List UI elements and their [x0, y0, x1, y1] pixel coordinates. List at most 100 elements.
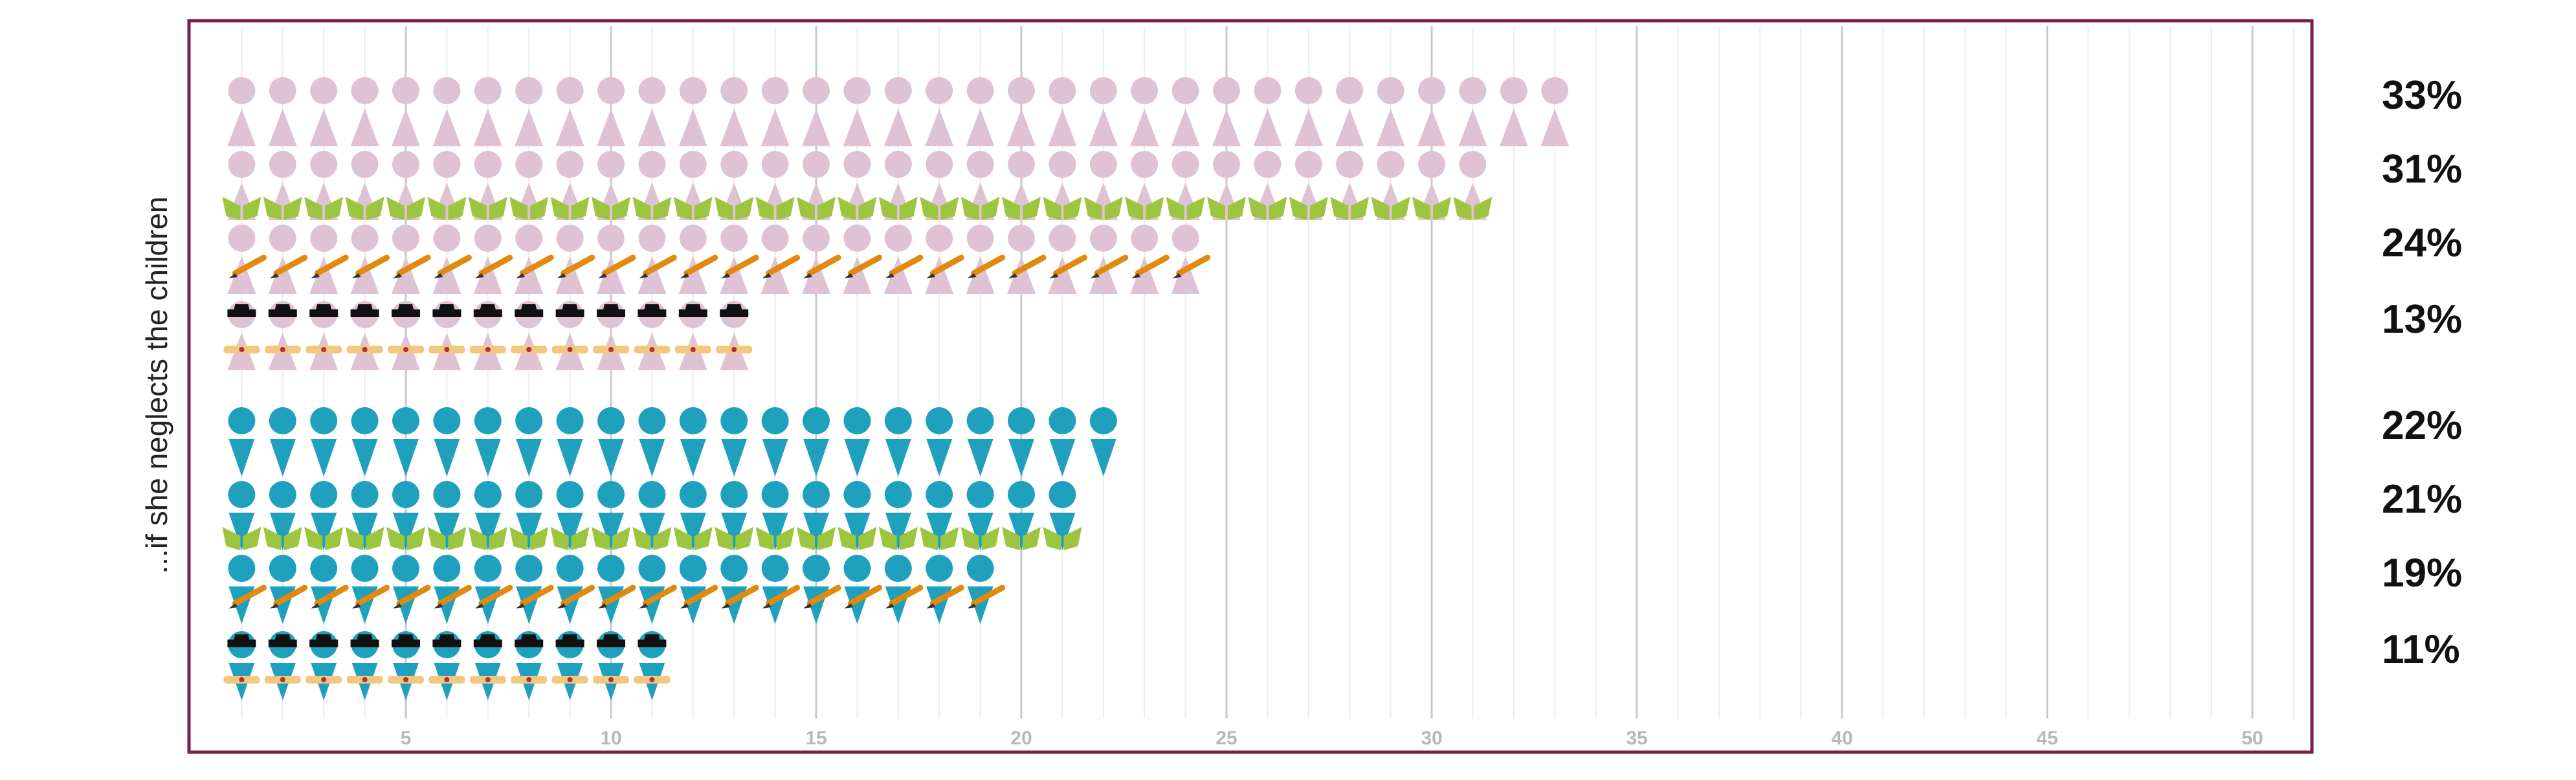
- row-value-label: 33%: [2382, 73, 2462, 118]
- woman-icon: [1335, 77, 1364, 146]
- man-icon: [1089, 407, 1117, 476]
- y-axis-title: ...if she neglects the children: [140, 197, 173, 574]
- woman-icon: [1458, 77, 1487, 146]
- woman-icon: [392, 77, 420, 146]
- woman-book-icon: [673, 151, 713, 220]
- woman-book-icon: [509, 151, 549, 220]
- woman-icon: [638, 77, 667, 146]
- man-pencil-icon: [966, 555, 1006, 624]
- man-icon: [638, 407, 666, 476]
- woman-book-icon: [592, 151, 630, 220]
- woman-pencil-icon: [597, 225, 636, 294]
- woman-icon: [1089, 77, 1118, 146]
- woman-pencil-icon: [720, 225, 759, 294]
- row-value-label: 19%: [2382, 551, 2462, 596]
- woman-book-icon: [263, 151, 302, 220]
- woman-book-icon: [386, 151, 425, 220]
- man-pencil-icon: [597, 555, 636, 624]
- woman-icon: [678, 77, 707, 146]
- woman-pencil-icon: [555, 225, 595, 294]
- man-book-icon: [838, 481, 877, 550]
- man-pencil-icon: [679, 555, 718, 624]
- woman-graduate-icon: [511, 301, 548, 370]
- pictogram-rows: [222, 77, 1570, 700]
- woman-pencil-icon: [1130, 225, 1170, 294]
- woman-pencil-icon: [678, 225, 718, 294]
- woman-pencil-icon: [515, 225, 554, 294]
- man-icon: [720, 407, 748, 476]
- man-icon: [1008, 407, 1035, 476]
- woman-book-icon: [1371, 151, 1410, 220]
- woman-graduate-icon: [223, 301, 260, 370]
- man-book-icon: [345, 481, 384, 550]
- man-icon: [433, 407, 461, 476]
- man-icon: [803, 407, 830, 476]
- woman-pencil-icon: [843, 225, 882, 294]
- man-book-icon: [263, 481, 302, 550]
- man-icon: [351, 407, 379, 476]
- woman-icon: [1048, 77, 1077, 146]
- man-icon: [761, 407, 789, 476]
- woman-book-icon: [797, 151, 836, 220]
- man-icon: [884, 407, 912, 476]
- x-tick-label: 15: [805, 728, 827, 749]
- man-graduate-icon: [634, 631, 671, 700]
- woman-icon: [597, 77, 625, 146]
- man-icon: [392, 407, 419, 476]
- woman-book-icon: [1125, 151, 1164, 220]
- woman-pencil-icon: [638, 225, 677, 294]
- man-graduate-icon: [551, 631, 588, 700]
- man-icon: [269, 407, 296, 476]
- woman-book-icon: [222, 151, 261, 220]
- man-book-icon: [797, 481, 836, 550]
- man-icon: [515, 407, 543, 476]
- woman-book-icon: [1083, 151, 1123, 220]
- woman-graduate-icon: [716, 301, 753, 370]
- man-pencil-icon: [269, 555, 308, 624]
- woman-pencil-icon: [802, 225, 841, 294]
- woman-book-icon: [1166, 151, 1205, 220]
- woman-icon: [843, 77, 872, 146]
- man-graduate-icon: [511, 631, 548, 700]
- woman-pencil-icon: [761, 225, 801, 294]
- woman-pencil-icon: [1089, 225, 1129, 294]
- man-icon: [843, 407, 871, 476]
- x-tick-label: 30: [1421, 728, 1442, 749]
- pictogram-row-man-graduate: [223, 631, 671, 700]
- man-pencil-icon: [843, 555, 882, 624]
- pictogram-row-woman-book: [222, 151, 1493, 220]
- man-book-icon: [1002, 481, 1041, 550]
- man-book-icon: [304, 481, 344, 550]
- woman-book-icon: [1248, 151, 1287, 220]
- man-icon: [597, 407, 625, 476]
- woman-graduate-icon: [346, 301, 383, 370]
- woman-book-icon: [468, 151, 507, 220]
- pictogram-row-man-pencil: [228, 555, 1006, 624]
- woman-book-icon: [550, 151, 590, 220]
- x-tick-label: 20: [1010, 728, 1032, 749]
- man-icon: [679, 407, 707, 476]
- man-book-icon: [673, 481, 713, 550]
- woman-icon: [883, 77, 913, 146]
- woman-graduate-icon: [634, 301, 671, 370]
- woman-icon: [1130, 77, 1159, 146]
- woman-book-icon: [1453, 151, 1493, 220]
- x-tick-label: 25: [1216, 728, 1237, 749]
- man-pencil-icon: [556, 555, 595, 624]
- woman-pencil-icon: [1007, 225, 1047, 294]
- man-pencil-icon: [433, 555, 472, 624]
- man-pencil-icon: [474, 555, 513, 624]
- man-pencil-icon: [761, 555, 801, 624]
- man-graduate-icon: [428, 631, 465, 700]
- man-book-icon: [755, 481, 795, 550]
- row-value-label: 31%: [2382, 147, 2462, 192]
- woman-book-icon: [838, 151, 877, 220]
- woman-icon: [350, 77, 379, 146]
- man-icon: [926, 407, 953, 476]
- woman-pencil-icon: [925, 225, 964, 294]
- woman-pencil-icon: [392, 225, 431, 294]
- x-tick-label: 35: [1626, 728, 1647, 749]
- woman-pencil-icon: [350, 225, 390, 294]
